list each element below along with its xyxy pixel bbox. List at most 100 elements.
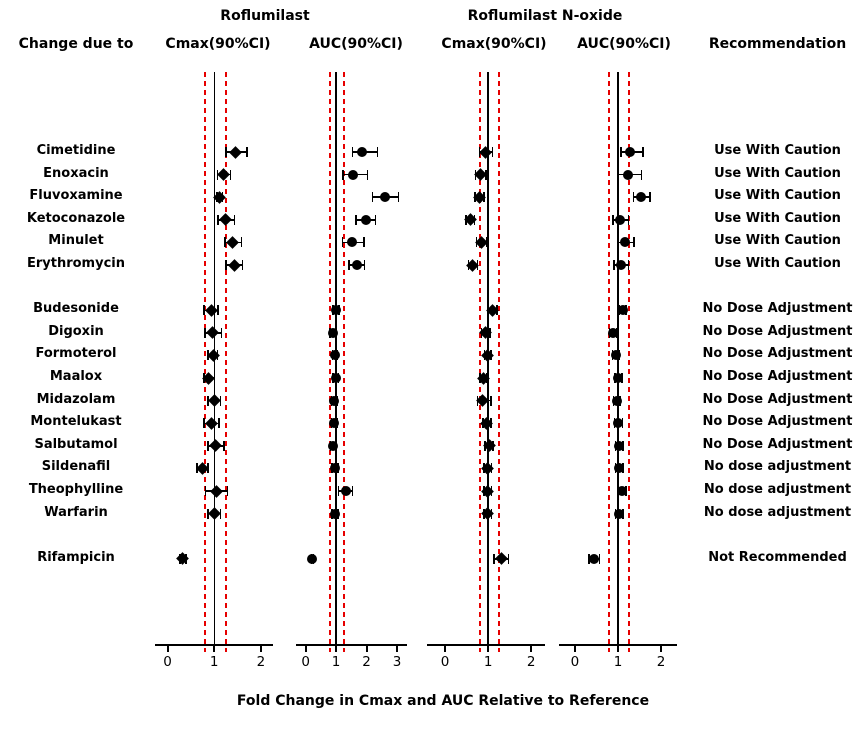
roflumilast-cmax-ci-cap-low: [225, 147, 227, 157]
reference-line-dashed: [329, 72, 332, 652]
roflumilast-auc-point-marker-circle: [379, 192, 390, 203]
header-roflumilast-auc: AUC(90%CI): [309, 36, 403, 52]
reference-line-dashed: [497, 72, 500, 652]
recommendation-label: Use With Caution: [714, 256, 841, 271]
x-axis-line: [427, 644, 545, 646]
roflumilast-cmax-point-marker-diamond: [226, 236, 239, 249]
drug-label: Digoxin: [48, 323, 104, 339]
drug-label: Theophylline: [28, 482, 124, 497]
drug-label: Enoxacin: [43, 165, 109, 181]
x-axis-tick: [530, 646, 533, 652]
reference-line-dashed: [203, 72, 206, 652]
drug-label: Minulet: [48, 233, 104, 249]
roflumilast-auc-ci-cap-low: [342, 169, 344, 180]
roflumilast-auc-ci-cap-high: [363, 260, 366, 270]
recommendation-label: Use With Caution: [714, 143, 841, 158]
roflumilast-cmax-point-marker-diamond: [209, 439, 222, 453]
roflumilast-cmax-ci-cap-low: [225, 260, 227, 270]
roflumilast-cmax-point-marker-diamond: [205, 416, 218, 430]
roflumilast-auc-ci-cap-low: [351, 147, 353, 157]
group-header-roflumilast-n-oxide: Roflumilast N-oxide: [467, 8, 623, 24]
x-axis-line: [296, 644, 407, 646]
recommendation-label: Use With Caution: [714, 165, 841, 181]
recommendation-label: No Dose Adjustment: [702, 369, 853, 384]
x-axis-tick-label: 2: [656, 654, 666, 670]
roflumilast-auc-ci-cap-high: [397, 192, 400, 203]
roflumilast-auc-point-marker-circle: [327, 327, 338, 338]
recommendation-label: Use With Caution: [714, 188, 841, 204]
roflumilast-auc-ci-cap-low: [337, 486, 339, 496]
x-axis-tick-label: 2: [256, 654, 266, 670]
roflumilast-cmax-ci-cap-low: [203, 418, 205, 429]
roflumilast-auc-point-marker-circle: [330, 305, 341, 316]
roflumilast-auc-point-marker-circle: [329, 418, 340, 429]
recommendation-label: No dose adjustment: [703, 482, 852, 497]
x-axis-tick-label: 0: [163, 654, 172, 670]
roflumilast-cmax-ci-cap-high: [223, 440, 225, 451]
n-oxide-auc-ci-cap-low: [632, 192, 635, 203]
roflumilast-cmax-ci-cap-high: [220, 327, 223, 338]
n-oxide-auc-point-marker-circle: [610, 350, 621, 361]
recommendation-label: No Dose Adjustment: [702, 391, 853, 407]
x-axis-tick-label: 1: [613, 654, 623, 670]
roflumilast-auc-ci-cap-low: [341, 237, 343, 248]
x-axis-tick-label: 1: [331, 654, 341, 670]
roflumilast-auc-ci-cap-high: [363, 237, 365, 248]
n-oxide-auc-point-marker-circle: [613, 373, 624, 383]
header-n-oxide-auc: AUC(90%CI): [577, 36, 671, 52]
x-axis-tick: [365, 646, 368, 652]
n-oxide-auc-ci-cap-low: [613, 260, 615, 270]
n-oxide-auc-ci-cap-high: [598, 553, 601, 564]
drug-label: Maalox: [49, 369, 103, 384]
roflumilast-auc-ci-cap-low: [355, 214, 357, 225]
recommendation-label: Use With Caution: [714, 210, 841, 226]
n-oxide-auc-ci-cap-high: [649, 192, 651, 203]
drug-label: Ketoconazole: [26, 210, 126, 226]
roflumilast-cmax-ci-cap-low: [224, 237, 226, 248]
roflumilast-auc-point-marker-circle: [346, 237, 357, 248]
roflumilast-auc-ci-cap-high: [374, 214, 377, 225]
reference-line-dashed: [342, 72, 345, 652]
roflumilast-auc-ci-cap-low: [371, 192, 374, 203]
roflumilast-cmax-ci-cap-low: [217, 214, 219, 225]
roflumilast-cmax-point-marker-diamond: [216, 168, 230, 181]
roflumilast-cmax-point-marker-diamond: [206, 326, 219, 340]
n-oxide-auc-point-marker-circle: [613, 418, 624, 429]
n-oxide-cmax-ci-cap-high: [507, 553, 510, 564]
drug-label: Warfarin: [44, 504, 108, 520]
recommendation-label: Use With Caution: [714, 233, 841, 249]
n-oxide-auc-point-marker-circle: [615, 214, 626, 225]
drug-label: Rifampicin: [37, 549, 115, 565]
n-oxide-auc-ci-cap-low: [588, 553, 590, 564]
x-axis-tick-label: 2: [362, 654, 371, 670]
recommendation-label: No Dose Adjustment: [702, 301, 853, 317]
roflumilast-auc-point-marker-circle: [356, 147, 367, 157]
roflumilast-auc-ci-cap-high: [351, 486, 353, 496]
x-axis-tick: [444, 646, 447, 652]
recommendation-label: No Dose Adjustment: [702, 346, 853, 362]
x-axis-tick-label: 1: [209, 654, 219, 670]
recommendation-label: No Dose Adjustment: [702, 323, 853, 339]
x-axis-tick: [660, 646, 663, 652]
n-oxide-auc-point-marker-circle: [615, 260, 626, 270]
roflumilast-cmax-point-marker-diamond: [204, 303, 218, 317]
roflumilast-cmax-ci-cap-low: [203, 305, 205, 316]
x-axis-tick: [573, 646, 576, 652]
x-axis-tick: [335, 646, 338, 652]
x-axis-tick-label: 2: [526, 654, 536, 670]
n-oxide-auc-ci-cap-high: [642, 147, 644, 157]
n-oxide-cmax-point-marker-diamond: [478, 145, 492, 159]
reference-line-dashed: [608, 72, 611, 652]
n-oxide-auc-point-marker-circle: [622, 169, 633, 180]
n-oxide-auc-ci-cap-low: [612, 214, 614, 225]
roflumilast-cmax-ci-cap-high: [240, 237, 242, 248]
n-oxide-auc-point-marker-circle: [617, 305, 628, 316]
roflumilast-auc-point-marker-circle: [330, 373, 341, 383]
drug-label: Montelukast: [30, 414, 122, 430]
roflumilast-auc-ci-cap-low: [348, 260, 350, 270]
n-oxide-auc-point-marker-circle: [614, 463, 625, 474]
roflumilast-auc-ci-cap-high: [376, 147, 379, 157]
x-axis-tick-label: 0: [570, 654, 580, 670]
